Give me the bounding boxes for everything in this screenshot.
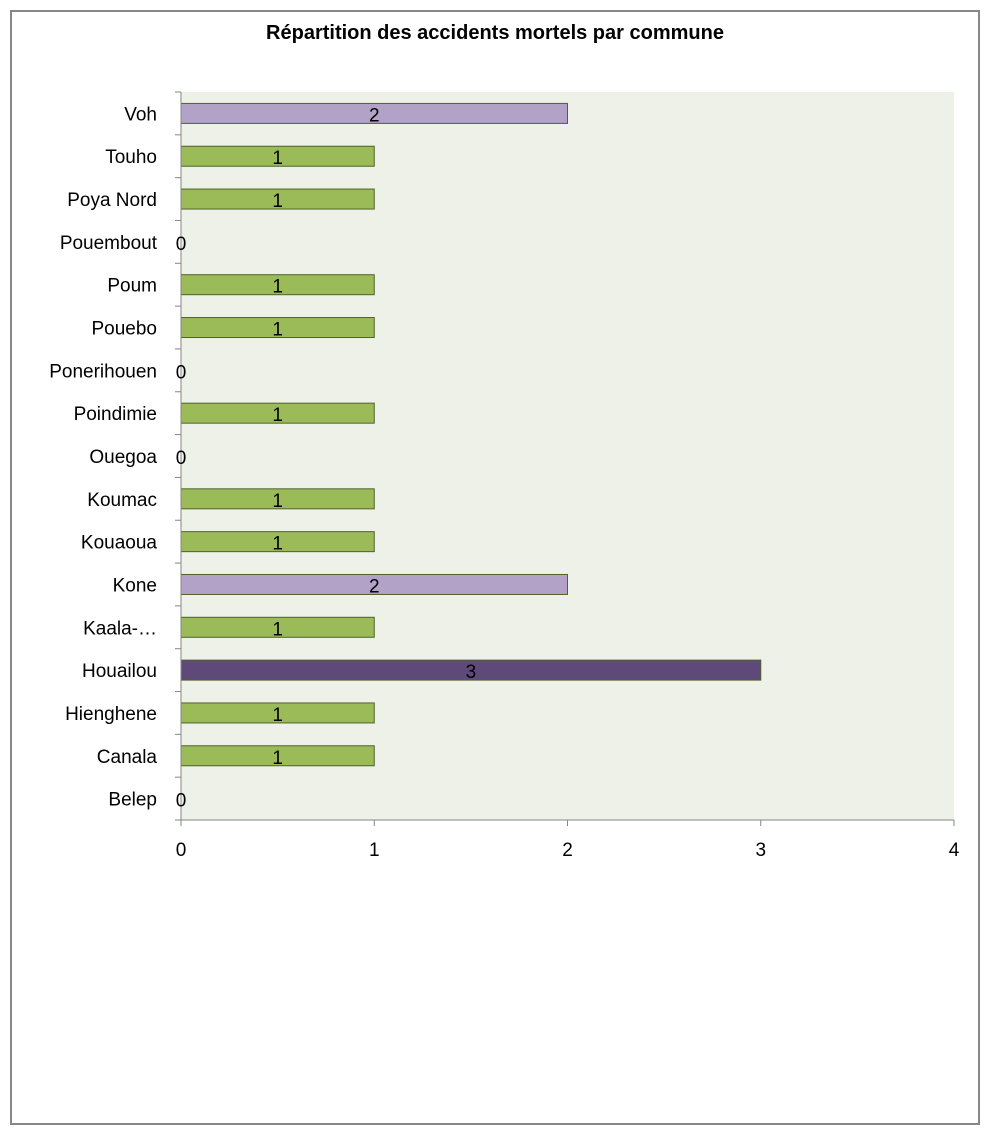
category-label: Kaala-… bbox=[83, 618, 157, 639]
data-label: 1 bbox=[272, 148, 283, 169]
x-tick-label: 2 bbox=[562, 840, 573, 861]
data-label: 1 bbox=[272, 405, 283, 426]
category-label: Ouegoa bbox=[89, 447, 157, 468]
data-label: 1 bbox=[272, 534, 283, 555]
chart-title: Répartition des accidents mortels par co… bbox=[266, 22, 724, 44]
x-tick-label: 4 bbox=[949, 840, 960, 861]
data-label: 3 bbox=[466, 662, 477, 683]
data-label: 1 bbox=[272, 277, 283, 298]
data-label: 0 bbox=[176, 448, 187, 469]
category-label: Belep bbox=[108, 790, 157, 811]
labels-group: Belep 0 Canala 1 Hienghene 1 Houailou 3 Kaala-… 1… bbox=[49, 104, 959, 861]
data-label: 1 bbox=[272, 320, 283, 341]
x-tick-label: 3 bbox=[755, 840, 766, 861]
plot-area bbox=[181, 92, 954, 820]
data-label: 2 bbox=[369, 576, 380, 597]
category-label: Poum bbox=[107, 276, 157, 297]
data-label: 2 bbox=[369, 105, 380, 126]
category-label: Pouembout bbox=[60, 233, 158, 254]
data-label: 0 bbox=[176, 362, 187, 383]
data-label: 1 bbox=[272, 619, 283, 640]
data-label: 1 bbox=[272, 748, 283, 769]
category-label: Hienghene bbox=[65, 704, 157, 725]
category-label: Touho bbox=[105, 147, 157, 168]
category-label: Ponerihouen bbox=[49, 361, 157, 382]
x-tick-label: 1 bbox=[369, 840, 380, 861]
category-label: Houailou bbox=[82, 661, 157, 682]
category-label: Kone bbox=[113, 575, 157, 596]
data-label: 1 bbox=[272, 491, 283, 512]
x-tick-label: 0 bbox=[176, 840, 187, 861]
data-label: 1 bbox=[272, 705, 283, 726]
data-label: 0 bbox=[176, 234, 187, 255]
category-label: Pouebo bbox=[91, 319, 157, 340]
data-label: 1 bbox=[272, 191, 283, 212]
category-label: Kouaoua bbox=[81, 533, 158, 554]
category-label: Poindimie bbox=[74, 404, 157, 425]
category-label: Voh bbox=[124, 104, 157, 125]
axes-group bbox=[175, 91, 955, 826]
data-label: 0 bbox=[176, 791, 187, 812]
category-label: Canala bbox=[97, 747, 158, 768]
category-label: Koumac bbox=[87, 490, 157, 511]
category-label: Poya Nord bbox=[67, 190, 157, 211]
